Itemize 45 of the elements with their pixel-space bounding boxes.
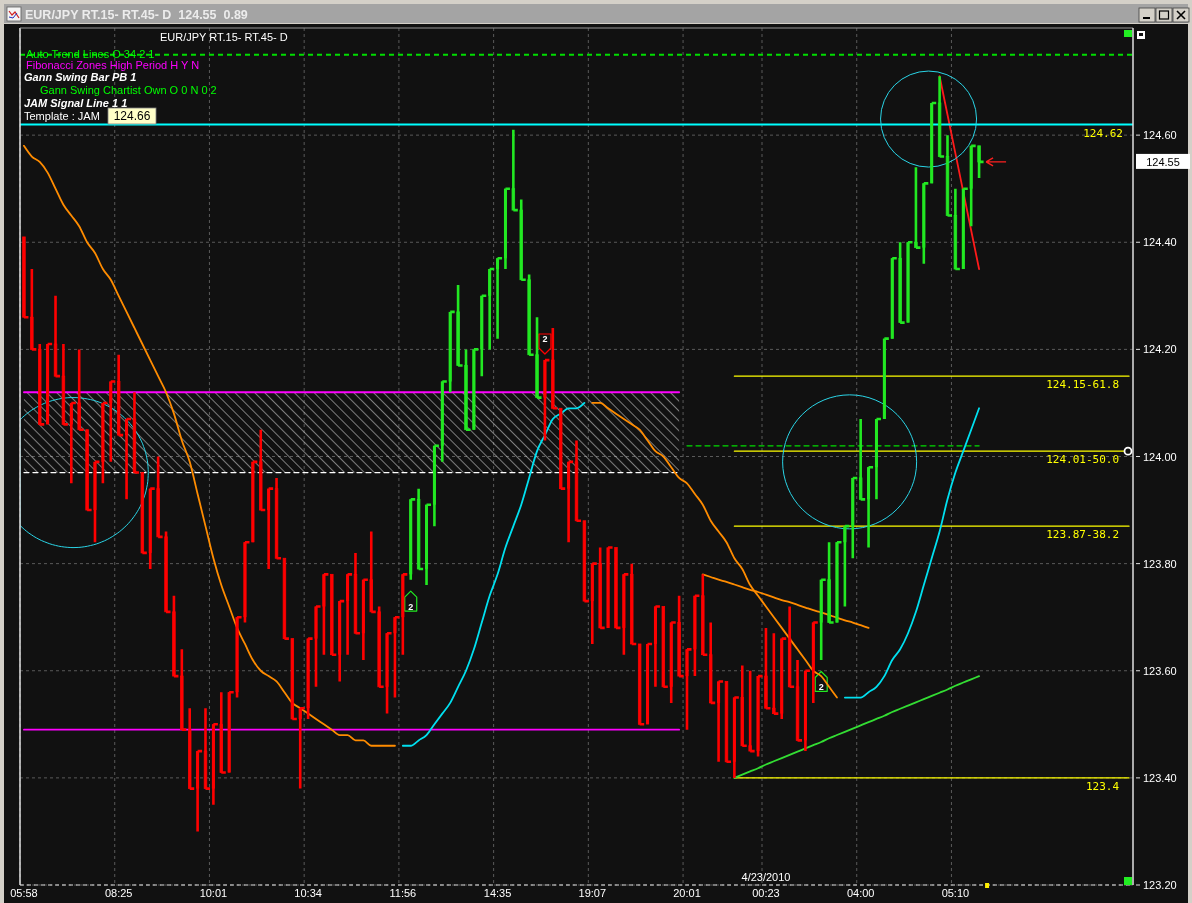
x-tick-label: 05:58 <box>10 887 38 899</box>
y-tick-label: 123.60 <box>1143 664 1177 677</box>
x-tick-label: 00:23 <box>752 887 780 899</box>
series-label: 123.4 <box>1085 779 1120 793</box>
y-tick-label: 124.00 <box>1143 450 1177 463</box>
y-tick-label: 123.80 <box>1143 557 1177 570</box>
series-label: 123.87-38.2 <box>1046 528 1120 542</box>
y-tick-label: 123.20 <box>1143 879 1177 891</box>
annotation: 2 <box>542 334 548 345</box>
annotation: 4/23/2010 <box>741 871 791 883</box>
x-tick-label: 08:25 <box>104 887 133 899</box>
x-tick-label: 05:10 <box>941 887 970 899</box>
x-tick-label: 04:00 <box>846 887 875 899</box>
x-tick-label: 10:34 <box>294 887 322 899</box>
candlestick <box>724 680 729 764</box>
series-label: 124.15-61.8 <box>1046 378 1120 392</box>
candlestick <box>330 573 334 656</box>
annotation: Template : JAM <box>24 110 100 122</box>
annotation: 2 <box>408 601 414 612</box>
candlestick <box>882 337 886 421</box>
chart-subtitle: EUR/JPY RT.15- RT.45- D <box>160 31 288 43</box>
series-label: 124.01-50.0 <box>1046 453 1120 467</box>
x-tick-label: 19:07 <box>578 887 607 899</box>
y-tick-label: 124.60 <box>1143 129 1177 142</box>
y-tick-label: 124.20 <box>1143 343 1177 356</box>
annotation: Gann Swing Chartist Own O 0 N 0 2 <box>40 84 217 96</box>
line-series <box>938 75 980 270</box>
y-tick-label: 123.40 <box>1143 771 1177 784</box>
annotation: Auto Trend Lines O 34 2 1 <box>26 48 155 60</box>
annotation: JAM Signal Line 1 1 <box>24 97 128 109</box>
chart-title: EUR/JPY RT.15- RT.45- D 124.55 0.89 <box>25 8 248 22</box>
annotation: 2 <box>818 681 824 692</box>
x-tick-label: 11:56 <box>389 887 417 899</box>
annotation: Fibonacci Zones High Period H Y N <box>26 59 200 71</box>
candlestick <box>22 235 26 319</box>
text: 124.55 <box>1146 155 1180 168</box>
line-series <box>733 675 980 779</box>
x-tick-label: 20:01 <box>673 887 701 899</box>
x-tick-label: 10:01 <box>199 887 228 899</box>
y-tick-label: 124.40 <box>1143 236 1177 249</box>
ref-line-label: 124.62 <box>1083 127 1123 141</box>
annotation: Gann Swing Bar PB 1 <box>24 71 137 83</box>
candlestick <box>637 642 642 726</box>
annotation: 124.66 <box>113 109 151 123</box>
x-tick-label: 14:35 <box>483 887 512 899</box>
